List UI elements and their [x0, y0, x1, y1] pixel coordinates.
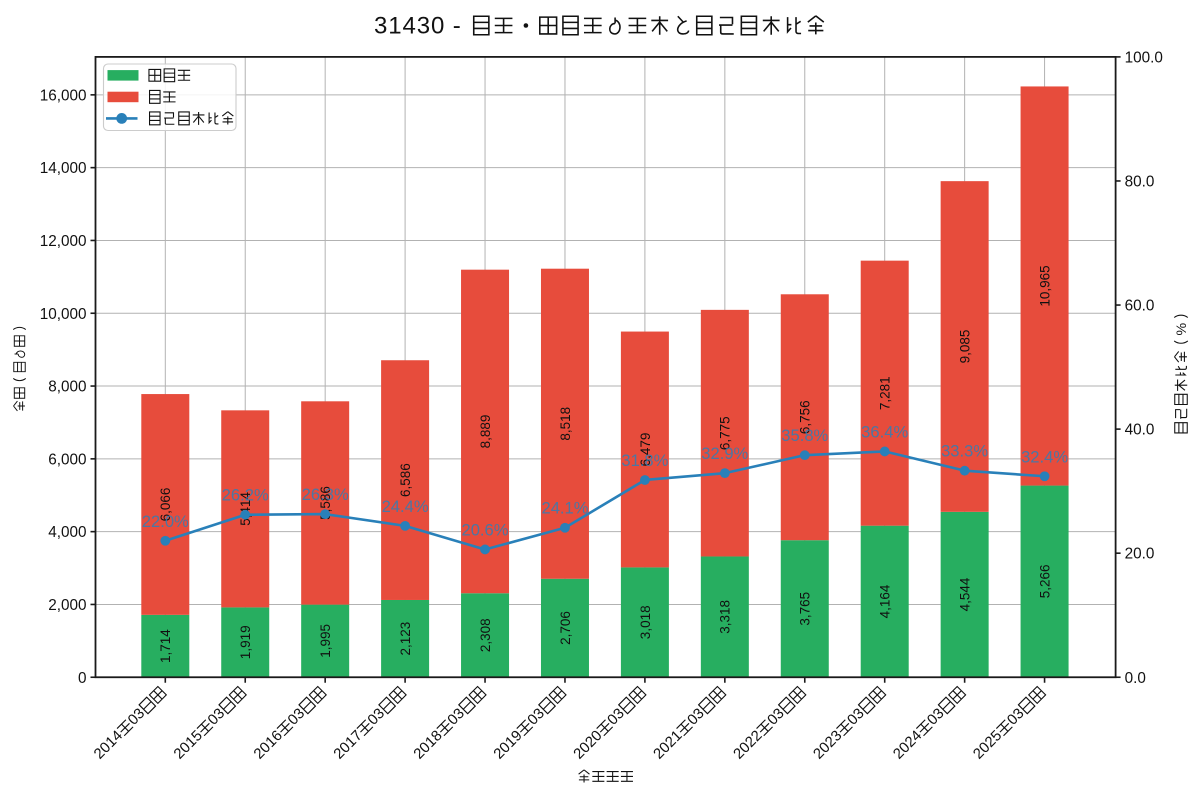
svg-text:0.0: 0.0 — [1125, 670, 1146, 687]
svg-text:80.0: 80.0 — [1125, 173, 1155, 190]
svg-text:10,965: 10,965 — [1037, 265, 1052, 306]
svg-text:12,000: 12,000 — [40, 233, 87, 250]
svg-text:8,000: 8,000 — [48, 379, 86, 396]
svg-text:6,775: 6,775 — [718, 416, 733, 450]
svg-text:32.4%: 32.4% — [1021, 447, 1068, 466]
svg-text:8,889: 8,889 — [478, 415, 493, 449]
svg-text:3,018: 3,018 — [638, 605, 653, 639]
svg-text:4,164: 4,164 — [878, 584, 893, 618]
svg-text:2,308: 2,308 — [478, 618, 493, 652]
svg-text:1,714: 1,714 — [158, 629, 173, 663]
svg-text:2,706: 2,706 — [558, 611, 573, 645]
svg-text:40.0: 40.0 — [1125, 422, 1155, 439]
svg-text:8,518: 8,518 — [558, 407, 573, 441]
svg-text:22.0%: 22.0% — [142, 512, 189, 531]
svg-text:6,756: 6,756 — [798, 400, 813, 434]
svg-text:6,479: 6,479 — [638, 433, 653, 467]
svg-text:%: % — [1174, 323, 1190, 336]
svg-text:4,000: 4,000 — [48, 524, 86, 541]
svg-text:6,586: 6,586 — [398, 463, 413, 497]
svg-text:2,000: 2,000 — [48, 597, 86, 614]
svg-text:5,266: 5,266 — [1037, 565, 1052, 599]
svg-text:31.8%: 31.8% — [621, 451, 668, 470]
svg-text:0: 0 — [78, 670, 87, 687]
svg-text:26.3%: 26.3% — [302, 485, 349, 504]
svg-text:3,765: 3,765 — [798, 592, 813, 626]
svg-text:3,318: 3,318 — [718, 600, 733, 634]
svg-text:1,919: 1,919 — [238, 625, 253, 659]
svg-text:7,281: 7,281 — [878, 376, 893, 410]
svg-text:26.2%: 26.2% — [222, 486, 269, 505]
svg-text:60.0: 60.0 — [1125, 298, 1155, 315]
svg-text:1,995: 1,995 — [318, 624, 333, 658]
svg-text:24.1%: 24.1% — [541, 499, 588, 518]
svg-text:10,000: 10,000 — [40, 306, 87, 323]
svg-text:4,544: 4,544 — [957, 577, 972, 611]
svg-text:6,066: 6,066 — [158, 488, 173, 522]
svg-text:33.3%: 33.3% — [941, 442, 988, 461]
svg-text:24.4%: 24.4% — [382, 497, 429, 516]
svg-text:35.8%: 35.8% — [781, 426, 828, 445]
svg-text:16,000: 16,000 — [40, 87, 87, 104]
svg-text:32.9%: 32.9% — [701, 444, 748, 463]
svg-text:6,000: 6,000 — [48, 451, 86, 468]
svg-text:9,085: 9,085 — [957, 330, 972, 364]
svg-text:36.4%: 36.4% — [861, 422, 908, 441]
svg-text:20.6%: 20.6% — [461, 521, 508, 540]
svg-text:100.0: 100.0 — [1125, 49, 1163, 66]
svg-text:14,000: 14,000 — [40, 160, 87, 177]
svg-text:31430 -: 31430 - — [374, 13, 462, 40]
svg-text:2,123: 2,123 — [398, 622, 413, 656]
svg-text:20.0: 20.0 — [1125, 546, 1155, 563]
